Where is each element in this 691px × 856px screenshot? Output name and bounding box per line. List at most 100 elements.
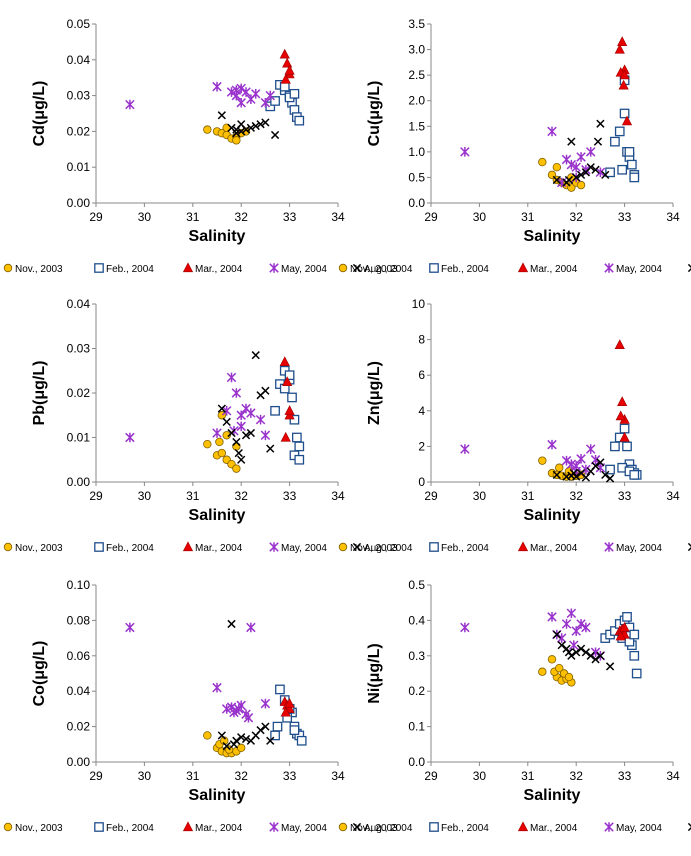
data-point	[260, 97, 271, 108]
data-point	[581, 648, 591, 657]
data-point	[289, 88, 300, 99]
data-point	[215, 437, 224, 447]
legend-label: May, 2004	[281, 823, 327, 834]
data-point	[593, 137, 603, 146]
data-point	[576, 180, 586, 190]
data-point	[622, 612, 632, 622]
legend-marker	[269, 263, 279, 273]
data-point	[232, 736, 241, 745]
legend-label: Mar., 2004	[530, 264, 578, 275]
data-point	[241, 734, 251, 744]
data-point	[567, 651, 576, 660]
data-point	[552, 175, 561, 185]
x-tick-label: 31	[186, 769, 200, 783]
x-tick-label: 29	[424, 489, 438, 503]
legend-label: Aug., 2004	[364, 543, 413, 554]
x-tick-label: 31	[186, 489, 200, 503]
data-point	[265, 90, 275, 101]
x-tick-label: 31	[186, 210, 200, 224]
y-tick-label: 0.08	[67, 613, 91, 627]
legend-marker	[3, 263, 13, 273]
data-point	[289, 414, 300, 425]
data-point	[279, 81, 290, 92]
data-point	[275, 684, 285, 695]
data-point	[569, 468, 578, 478]
data-point	[576, 644, 586, 653]
data-point	[596, 651, 605, 660]
series-mar-2004	[279, 696, 295, 717]
legend-marker	[269, 542, 279, 552]
data-point	[222, 741, 231, 751]
data-point	[624, 147, 635, 157]
legend-marker	[94, 822, 104, 832]
data-point	[561, 619, 572, 629]
data-point	[280, 73, 291, 84]
data-point	[217, 111, 226, 120]
data-point	[284, 405, 295, 415]
x-tick-label: 34	[666, 769, 680, 783]
series-aug-2004	[552, 119, 610, 187]
series-may-2004	[460, 608, 606, 661]
data-point	[241, 431, 251, 440]
data-point	[576, 152, 586, 162]
data-point	[547, 126, 557, 137]
series-aug-2004	[217, 111, 280, 140]
legend-ni: Nov., 2003 Feb., 2004 Mar., 2004 May, 2004 A…	[338, 821, 691, 834]
data-point	[569, 640, 579, 650]
data-point	[618, 79, 629, 90]
legend-label: May, 2004	[616, 543, 662, 554]
data-point	[284, 697, 295, 708]
legend-marker	[338, 542, 348, 552]
y-tick-label: 3.0	[408, 43, 425, 57]
data-point	[586, 651, 595, 660]
x-tick-label: 30	[138, 489, 152, 503]
legend-label: Mar., 2004	[195, 823, 243, 834]
legend-marker	[604, 822, 614, 832]
data-point	[234, 704, 244, 714]
data-point	[232, 136, 241, 145]
series-feb-2004	[600, 612, 642, 679]
legend-marker	[352, 822, 362, 832]
series-mar-2004	[279, 48, 295, 84]
legend-label: Nov., 2003	[350, 823, 398, 834]
legend-marker	[687, 542, 691, 552]
series-feb-2004	[270, 365, 305, 465]
data-point	[236, 421, 246, 432]
y-tick-label: 0.04	[67, 684, 91, 698]
data-point	[571, 162, 581, 172]
x-tick-label: 30	[473, 210, 487, 224]
data-point	[552, 470, 561, 480]
x-axis-label: Salinity	[189, 228, 246, 245]
data-point	[227, 428, 236, 438]
y-axis-label: Co(μg/L)	[31, 641, 48, 707]
data-point	[552, 630, 561, 639]
series-may-2004	[460, 126, 606, 188]
x-tick-label: 33	[283, 210, 297, 224]
x-tick-label: 30	[138, 769, 152, 783]
data-point	[564, 175, 574, 185]
data-point	[581, 622, 591, 633]
y-tick-label: 0.4	[408, 613, 425, 627]
data-point	[292, 432, 302, 443]
y-tick-label: 0.03	[67, 89, 91, 103]
data-point	[601, 470, 610, 480]
data-point	[619, 108, 630, 119]
data-point	[260, 430, 271, 441]
series-mar-2004	[614, 339, 630, 442]
data-point	[234, 448, 243, 458]
data-point	[547, 655, 557, 664]
legend-label: May, 2004	[281, 264, 327, 275]
y-tick-label: 0.02	[67, 386, 91, 400]
series-aug-2004	[217, 351, 275, 464]
data-point	[212, 81, 222, 92]
data-point	[125, 622, 135, 633]
y-tick-label: 1.5	[408, 119, 425, 133]
legend-label: Mar., 2004	[195, 264, 243, 275]
legend-label: Feb., 2004	[441, 823, 489, 834]
data-point	[617, 396, 628, 407]
legend-cu: Nov., 2003 Feb., 2004 Mar., 2004 May, 2004 A…	[338, 262, 691, 275]
series-may-2004	[125, 372, 271, 443]
x-tick-label: 29	[89, 769, 103, 783]
data-point	[619, 423, 630, 434]
legend-cd: Nov., 2003 Feb., 2004 Mar., 2004 May, 2004 A…	[3, 262, 413, 275]
